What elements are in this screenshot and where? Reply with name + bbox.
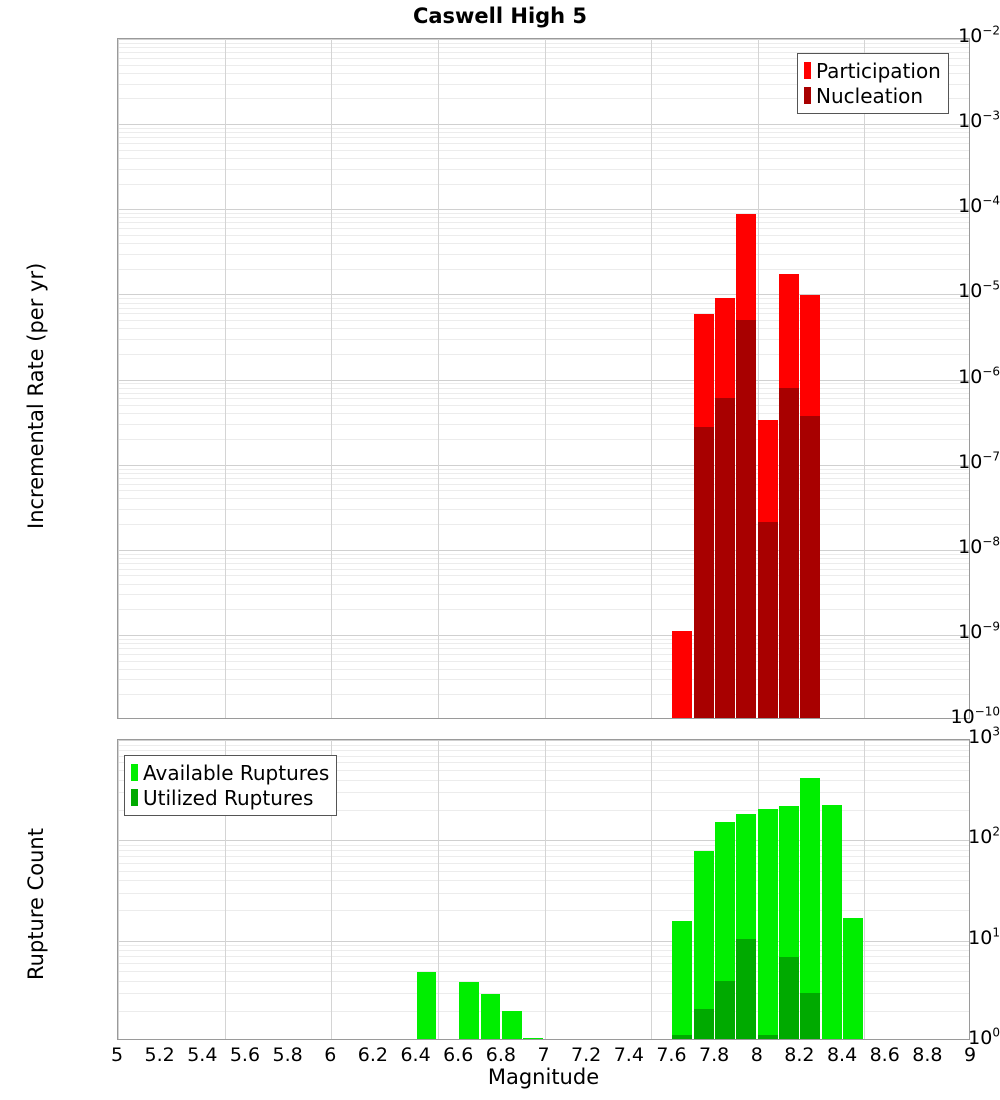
legend-item-utilized-ruptures: Utilized Ruptures (131, 785, 329, 810)
legend-label-available-ruptures: Available Ruptures (143, 760, 330, 785)
legend-label-utilized-ruptures: Utilized Ruptures (143, 785, 314, 810)
bar-utilized-ruptures (672, 1034, 693, 1039)
bar-available-ruptures (757, 809, 778, 1039)
bottom-y-tick-label: 101 (968, 925, 1000, 949)
bar-participation (672, 631, 693, 718)
x-tick-label: 6 (324, 1044, 337, 1066)
x-tick-label: 5 (110, 1044, 124, 1066)
x-tick-label: 9 (963, 1044, 977, 1066)
top-y-tick-label: 10−3 (958, 108, 1000, 133)
y-axis-label-bottom: Rupture Count (24, 827, 48, 980)
bar-available-ruptures (480, 994, 501, 1039)
bar-available-ruptures (672, 921, 693, 1039)
chart-title: Caswell High 5 (412, 4, 588, 28)
x-tick-label: 5.4 (187, 1044, 218, 1066)
bar-available-ruptures (800, 777, 821, 1039)
bar-available-ruptures (416, 971, 437, 1039)
x-tick-label: 6.6 (443, 1044, 474, 1066)
bar-nucleation (736, 320, 757, 718)
bar-utilized-ruptures (715, 980, 735, 1039)
legend-swatch-utilized-ruptures (131, 789, 138, 806)
bar-nucleation (693, 427, 714, 718)
legend-item-nucleation: Nucleation (804, 83, 941, 108)
bar-utilized-ruptures (736, 938, 757, 1039)
legend-item-participation: Participation (804, 58, 941, 83)
x-tick-label: 8.8 (912, 1044, 943, 1066)
bar-available-ruptures (523, 1038, 543, 1039)
legend-swatch-participation (804, 62, 811, 79)
x-axis-label: Magnitude (487, 1065, 600, 1089)
x-tick-label: 5.6 (229, 1044, 261, 1066)
bar-nucleation (715, 398, 735, 718)
y-axis-label-top: Incremental Rate (per yr) (24, 262, 48, 529)
x-tick-label: 7.2 (571, 1044, 602, 1066)
bar-nucleation (757, 522, 778, 718)
x-tick-label: 5.2 (144, 1044, 175, 1066)
legend-top: Participation Nucleation (797, 53, 949, 114)
bar-available-ruptures (501, 1011, 522, 1039)
x-tick-label: 6.4 (400, 1044, 431, 1066)
legend-swatch-nucleation (804, 87, 811, 104)
bars-bottom (118, 740, 969, 1039)
legend-label-nucleation: Nucleation (816, 83, 924, 108)
top-y-tick-label: 10−9 (958, 619, 1000, 643)
bar-nucleation (800, 416, 821, 718)
bar-utilized-ruptures (800, 992, 821, 1039)
bar-utilized-ruptures (693, 1008, 714, 1039)
legend-bottom: Available Ruptures Utilized Ruptures (124, 755, 338, 816)
x-tick-label: 6.8 (485, 1044, 516, 1066)
bar-utilized-ruptures (779, 956, 799, 1039)
bar-available-ruptures (843, 918, 863, 1039)
x-tick-label: 8.6 (869, 1044, 900, 1066)
top-y-tick-label: 10−4 (958, 193, 1000, 218)
legend-swatch-available-ruptures (131, 764, 138, 781)
top-y-tick-label: 10−10 (950, 704, 1000, 728)
legend-item-available-ruptures: Available Ruptures (131, 760, 329, 785)
top-y-tick-label: 10−5 (958, 279, 1000, 303)
bottom-y-tick-label: 103 (968, 724, 1000, 748)
x-tick-label: 7.4 (613, 1044, 644, 1066)
bars-top (118, 39, 969, 718)
bar-available-ruptures (821, 804, 842, 1039)
x-tick-label: 6.2 (357, 1044, 388, 1066)
top-y-tick-label: 10−7 (958, 449, 1000, 473)
x-tick-label: 7.8 (698, 1044, 730, 1066)
x-tick-label: 5.8 (272, 1044, 303, 1066)
bottom-y-tick-label: 102 (968, 825, 1000, 849)
x-tick-label: 7.6 (656, 1044, 687, 1066)
bar-utilized-ruptures (757, 1034, 778, 1039)
top-y-tick-label: 10−2 (958, 23, 1000, 47)
bar-available-ruptures (459, 982, 479, 1039)
incremental-rate-plot (117, 38, 970, 719)
x-tick-label: 7 (537, 1044, 550, 1066)
bar-nucleation (779, 387, 799, 718)
bottom-y-tick-label: 100 (968, 1025, 1000, 1049)
legend-label-participation: Participation (816, 58, 941, 83)
top-y-tick-label: 10−8 (958, 534, 1000, 558)
x-tick-label: 8.4 (826, 1044, 858, 1066)
x-tick-label: 8 (750, 1044, 763, 1066)
x-tick-label: 8.2 (784, 1044, 815, 1066)
top-y-tick-label: 10−6 (958, 364, 1000, 388)
